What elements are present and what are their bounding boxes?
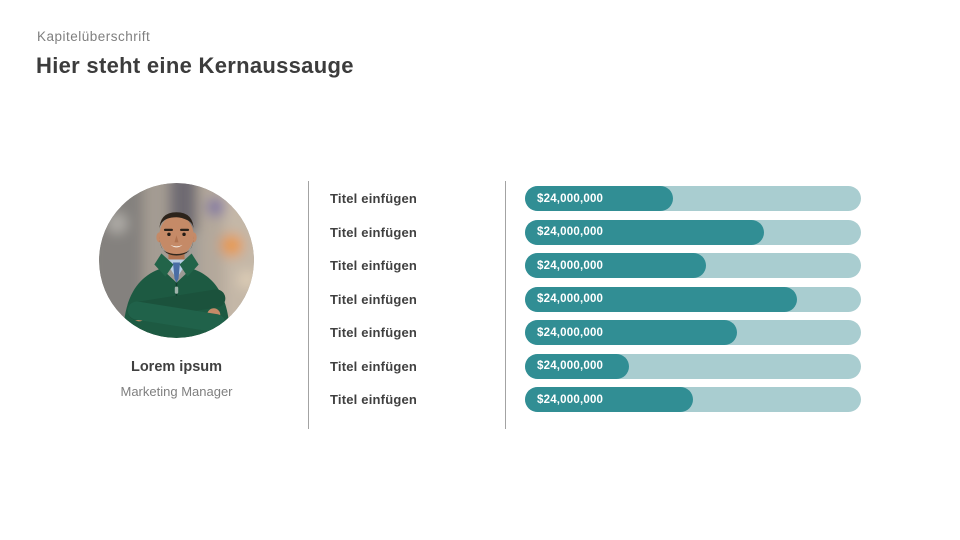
page-title: Hier steht eine Kernaussauge — [36, 53, 354, 78]
chart-row: Titel einfügen $24,000,000 — [330, 286, 861, 312]
chapter-heading: Kapitelüberschrift — [37, 29, 151, 44]
chart-row: Titel einfügen $24,000,000 — [330, 253, 861, 278]
divider-line-left — [308, 181, 309, 429]
bar-fill: $24,000,000 — [525, 219, 764, 245]
bar-value-label: $24,000,000 — [537, 360, 604, 372]
chart-row: Titel einfügen $24,000,000 — [330, 219, 861, 245]
bar-track: $24,000,000 — [525, 320, 861, 345]
profile-name: Lorem ipsum — [130, 359, 223, 375]
row-category-label: Titel einfügen — [330, 392, 418, 407]
row-category-label: Titel einfügen — [330, 325, 418, 340]
bar-track: $24,000,000 — [525, 387, 861, 412]
row-category-label: Titel einfügen — [330, 291, 418, 307]
bar-fill: $24,000,000 — [525, 387, 693, 412]
chart-row: Titel einfügen $24,000,000 — [330, 186, 861, 211]
bar-fill: $24,000,000 — [525, 253, 707, 278]
bar-fill: $24,000,000 — [525, 186, 673, 211]
profile-card: Lorem ipsum Marketing Manager — [99, 183, 254, 399]
bar-track: $24,000,000 — [525, 353, 861, 379]
row-category-label: Titel einfügen — [330, 258, 418, 273]
row-category-label: Titel einfügen — [330, 191, 418, 206]
bar-value-label: $24,000,000 — [537, 393, 604, 406]
bar-track: $24,000,000 — [525, 286, 861, 312]
row-category-label: Titel einfügen — [330, 358, 418, 374]
bar-value-label: $24,000,000 — [537, 326, 604, 339]
bar-fill: $24,000,000 — [525, 286, 798, 312]
profile-role: Marketing Manager — [120, 384, 233, 399]
bar-track: $24,000,000 — [525, 253, 861, 278]
bar-value-label: $24,000,000 — [537, 192, 604, 205]
bar-track: $24,000,000 — [525, 219, 861, 245]
bar-track: $24,000,000 — [525, 186, 861, 211]
bar-value-label: $24,000,000 — [537, 226, 604, 238]
bar-fill: $24,000,000 — [525, 320, 737, 345]
chart-row: Titel einfügen $24,000,000 — [330, 320, 861, 345]
bar-fill: $24,000,000 — [525, 353, 630, 379]
profile-photo-illustration — [99, 183, 254, 338]
avatar — [99, 183, 254, 338]
chart-row: Titel einfügen $24,000,000 — [330, 353, 861, 379]
row-category-label: Titel einfügen — [330, 224, 418, 240]
bar-chart: Titel einfügen $24,000,000 Titel einfüge… — [330, 186, 861, 412]
chart-row: Titel einfügen $24,000,000 — [330, 387, 861, 412]
divider-line-right — [505, 181, 506, 429]
bar-value-label: $24,000,000 — [537, 293, 604, 305]
bar-value-label: $24,000,000 — [537, 259, 604, 272]
